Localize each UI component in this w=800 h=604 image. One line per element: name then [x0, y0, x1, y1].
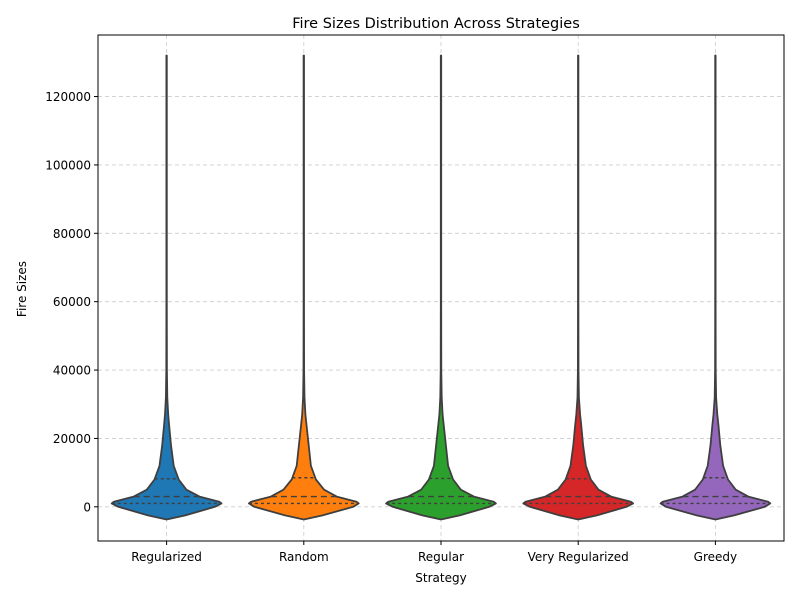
- y-tick-label: 60000: [53, 295, 91, 309]
- violin-very-regularized: [522, 54, 634, 521]
- x-tick-label: Regularized: [131, 550, 202, 564]
- x-tick-label: Regular: [418, 550, 464, 564]
- violin-greedy: [659, 54, 772, 521]
- violin-layer: [110, 54, 772, 521]
- violin-random: [248, 54, 360, 521]
- y-tick-label: 40000: [53, 364, 91, 378]
- x-tick-label: Greedy: [694, 550, 737, 564]
- axis-layer: 0 20000 40000 60000 80000 100000 120000 Regular…: [45, 90, 737, 564]
- x-tick-label: Very Regularized: [528, 550, 629, 564]
- y-tick-label: 120000: [45, 90, 91, 104]
- x-tick-label: Random: [279, 550, 329, 564]
- x-axis-label: Strategy: [415, 571, 466, 585]
- y-tick-label: 80000: [53, 227, 91, 241]
- y-axis-label: Fire Sizes: [15, 261, 29, 317]
- violin-regular: [385, 54, 497, 521]
- y-tick-label: 100000: [45, 158, 91, 172]
- chart-title: Fire Sizes Distribution Across Strategie…: [292, 16, 580, 32]
- y-tick-label: 0: [83, 500, 91, 514]
- y-tick-label: 20000: [53, 432, 91, 446]
- violin-regularized: [110, 54, 223, 521]
